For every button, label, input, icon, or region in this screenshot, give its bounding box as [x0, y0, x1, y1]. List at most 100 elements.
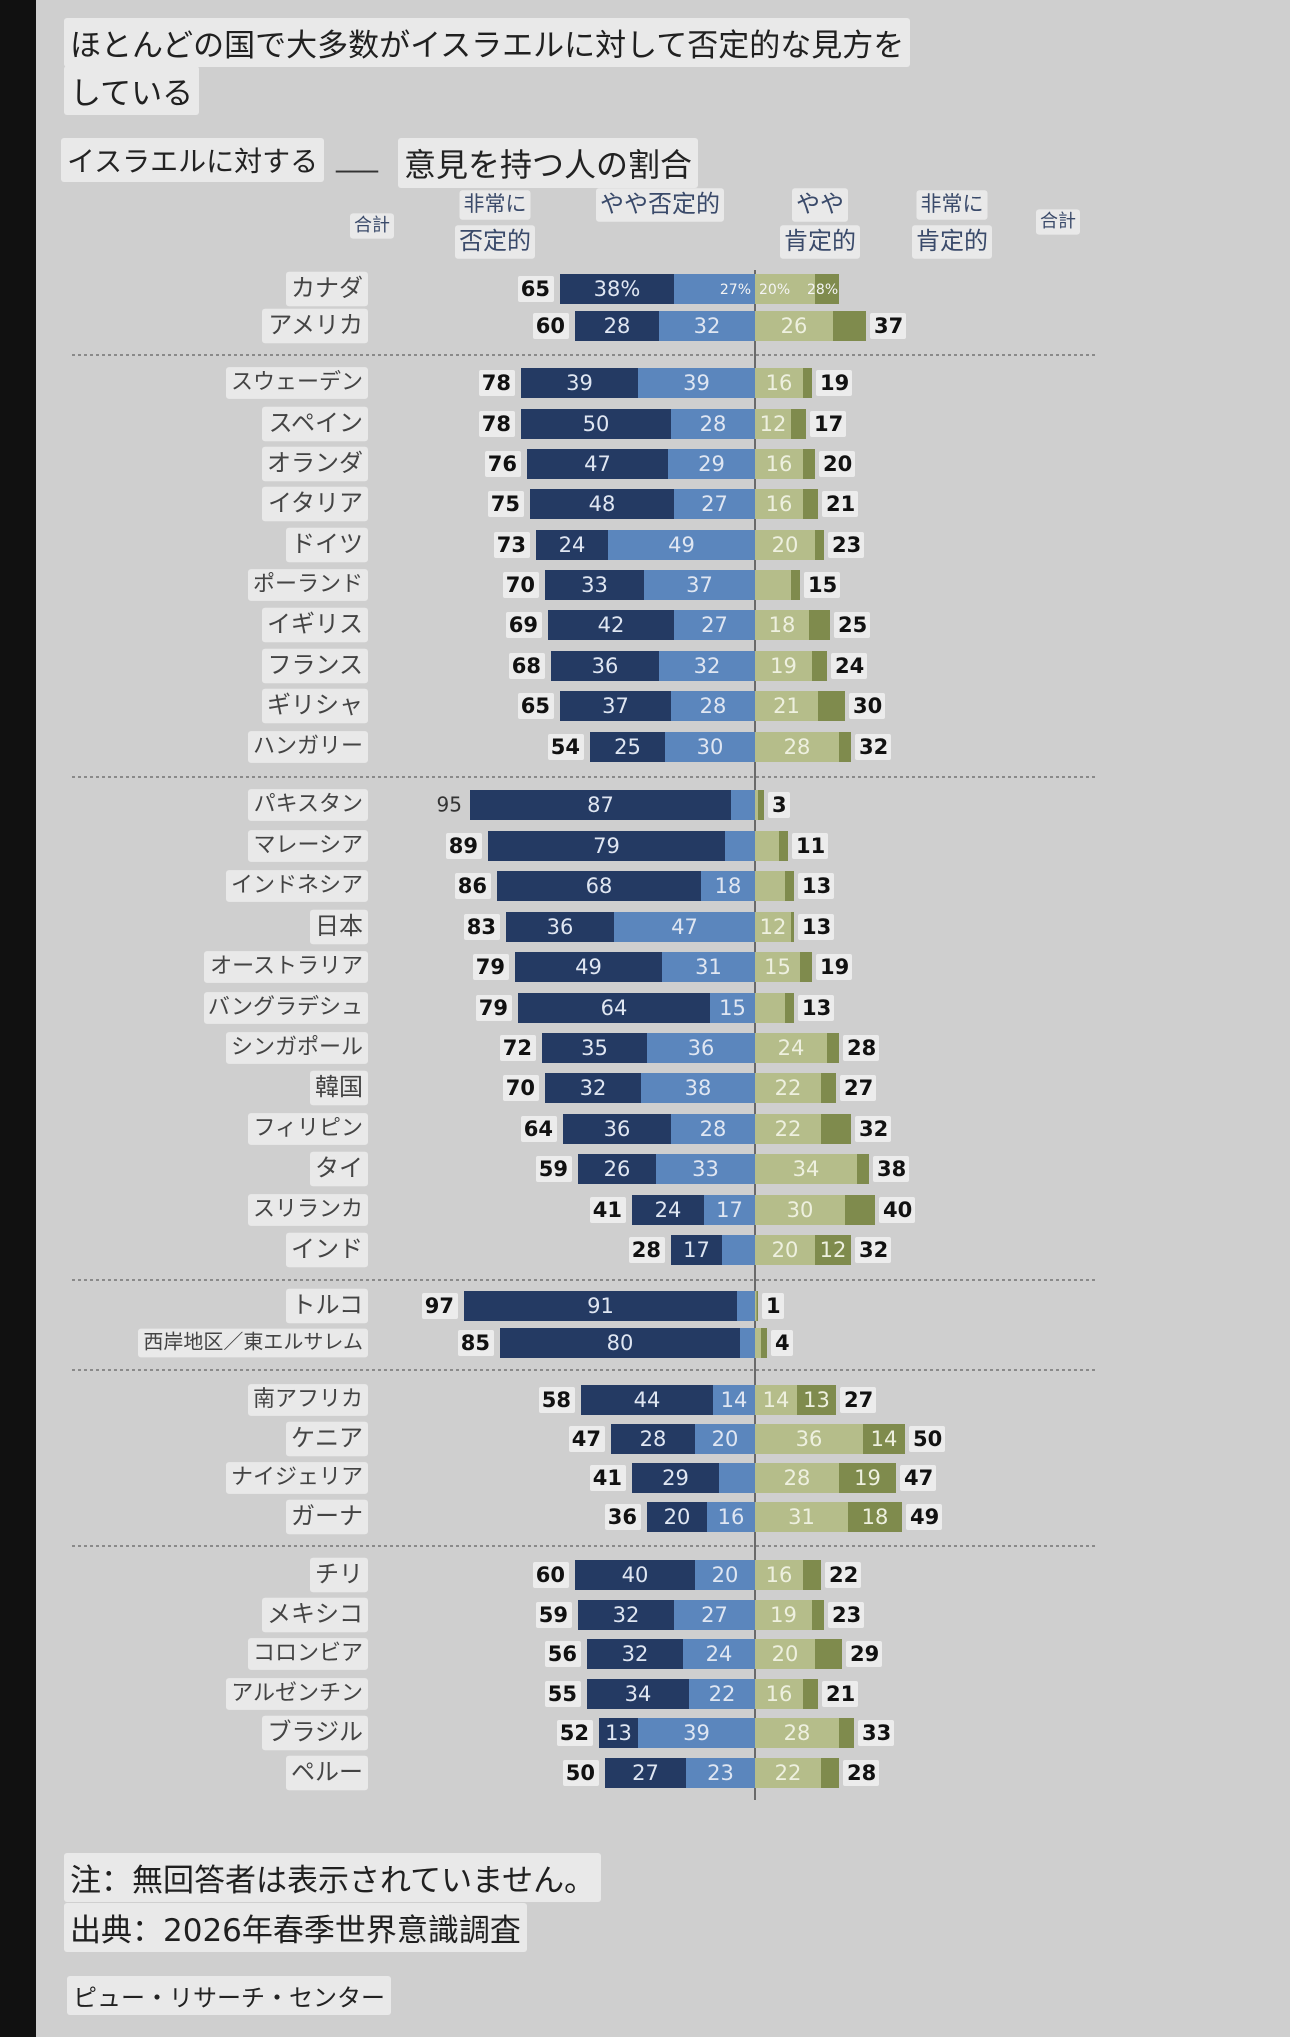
row-1-1-label-some-neg: 28: [700, 412, 727, 436]
row-1-2-country-bg: [262, 446, 368, 482]
row-1-8-label-some-pos: 21: [773, 694, 800, 718]
row-0-0-bar-very-pos: [815, 274, 839, 304]
row-5-2-country-bg: [248, 1638, 368, 1670]
row-1-3-country-bg: [262, 486, 368, 522]
row-5-2-total-neg-bg: [545, 1641, 581, 1667]
row-1-8-label-some-neg: 28: [700, 694, 727, 718]
row-0-0-label-some-pos: 20%: [759, 282, 790, 298]
row-2-3-total-neg-bg: [464, 914, 500, 940]
row-2-4-label-very-neg: 49: [575, 955, 602, 979]
row-1-5-total-neg-bg: [503, 572, 539, 598]
row-2-7-label-very-neg: 32: [580, 1076, 607, 1100]
row-5-5-country-label: ペルー: [291, 1758, 363, 1786]
row-4-3-label-very-pos: 18: [862, 1505, 889, 1529]
row-2-7-country-label: 韓国: [315, 1073, 363, 1101]
row-3-0-country-label: トルコ: [291, 1291, 363, 1319]
row-1-0-label-very-neg: 39: [566, 371, 593, 395]
row-5-0-label-some-pos: 16: [766, 1563, 793, 1587]
row-2-9-country-label: タイ: [315, 1154, 363, 1182]
header-bg-some_pos_1: [792, 188, 848, 222]
row-1-5-total-pos-bg: [804, 572, 840, 598]
row-5-1-bar-some-pos: [755, 1600, 812, 1630]
row-2-1-bar-some-pos: [755, 831, 779, 861]
row-5-5-bar-very-neg: [605, 1758, 686, 1788]
row-2-2-bar-very-pos: [785, 871, 794, 901]
row-5-2-bar-very-pos: [815, 1639, 842, 1669]
row-2-11-label-very-pos: 12: [820, 1238, 847, 1262]
row-2-10-total-neg: 41: [593, 1198, 622, 1222]
row-1-2-bar-some-neg: [668, 449, 755, 479]
header-bg-very_neg_2: [455, 225, 535, 259]
row-1-7-total-pos-bg: [831, 653, 867, 679]
row-2-8-bar-very-pos: [821, 1114, 851, 1144]
row-3-0-total-pos: 1: [766, 1294, 781, 1318]
row-5-5-bar-very-pos: [821, 1758, 839, 1788]
row-2-10-country-label: スリランカ: [253, 1197, 363, 1222]
row-2-10-label-some-neg: 17: [716, 1198, 743, 1222]
row-2-3-bar-very-pos: [791, 912, 794, 942]
row-2-0-total-pos-bg: [768, 792, 790, 818]
row-3-1-total-pos: 4: [775, 1331, 790, 1355]
header-very_neg_1: 非常に: [464, 192, 527, 216]
row-4-3-total-pos: 49: [910, 1505, 939, 1529]
row-5-1-country-bg: [262, 1597, 368, 1633]
row-2-4-bar-some-neg: [662, 952, 755, 982]
row-2-5-bar-very-pos: [785, 993, 794, 1023]
row-1-9-country-bg: [248, 731, 368, 763]
row-0-1-country-label: アメリカ: [268, 311, 363, 339]
row-5-3-bar-some-neg: [689, 1679, 755, 1709]
row-1-1-total-neg-bg: [479, 411, 515, 437]
row-4-1-total-pos-bg: [909, 1426, 945, 1452]
row-1-3-bar-some-neg: [674, 489, 755, 519]
row-5-2-country-label: コロンビア: [253, 1641, 363, 1666]
row-5-0-country-label: チリ: [315, 1560, 363, 1588]
row-5-3-total-neg: 55: [548, 1682, 577, 1706]
row-5-0-bar-some-neg: [695, 1560, 755, 1590]
row-1-9-label-some-pos: 28: [784, 735, 811, 759]
row-2-9-country-bg: [310, 1151, 368, 1187]
row-2-1-bar-some-neg: [725, 831, 755, 861]
row-2-5-bar-very-neg: [518, 993, 710, 1023]
row-4-3-total-pos-bg: [906, 1504, 942, 1530]
row-5-5-bar-some-neg: [686, 1758, 755, 1788]
row-2-2-country-bg: [226, 870, 368, 902]
row-2-11-total-neg: 28: [632, 1238, 661, 1262]
row-5-4-label-very-neg: 13: [605, 1721, 632, 1745]
row-1-4-bar-very-pos: [815, 530, 824, 560]
header-bg-some_neg: [596, 188, 724, 222]
row-1-7-total-neg: 68: [512, 654, 541, 678]
row-1-3-label-some-pos: 16: [766, 492, 793, 516]
row-2-2-total-neg: 86: [458, 874, 487, 898]
row-4-2-bar-some-pos: [755, 1463, 839, 1493]
row-1-5-bar-very-pos: [791, 570, 800, 600]
row-4-1-country-label: ケニア: [291, 1424, 363, 1452]
row-1-9-total-neg: 54: [551, 735, 580, 759]
row-5-2-bar-some-pos: [755, 1639, 815, 1669]
row-1-7-label-some-neg: 32: [694, 654, 721, 678]
row-2-4-label-some-neg: 31: [695, 955, 722, 979]
row-2-0-total-neg-inline: 95: [437, 793, 462, 817]
row-2-2-bar-very-neg: [497, 871, 701, 901]
row-2-1-label-very-neg: 79: [593, 834, 620, 858]
row-2-3-label-some-pos: 12: [760, 915, 787, 939]
row-5-3-bar-very-pos: [803, 1679, 818, 1709]
row-0-1-label-very-neg: 28: [604, 314, 631, 338]
row-2-8-label-some-pos: 22: [775, 1117, 802, 1141]
row-4-0-country-label: 南アフリカ: [253, 1387, 363, 1412]
row-0-1-bar-some-pos: [755, 311, 833, 341]
row-1-5-label-some-neg: 37: [686, 573, 713, 597]
row-1-0-total-pos-bg: [816, 370, 852, 396]
row-3-1-bar-some-pos: [755, 1328, 761, 1358]
row-1-7-total-neg-bg: [509, 653, 545, 679]
row-4-2-total-pos-bg: [900, 1465, 936, 1491]
row-1-8-total-neg-bg: [518, 693, 554, 719]
row-1-9-total-pos: 32: [859, 735, 888, 759]
row-2-10-bar-some-pos: [755, 1195, 845, 1225]
chart-subtitle-left: イスラエルに対する: [61, 138, 325, 182]
row-1-6-country-bg: [262, 607, 368, 643]
row-1-7-country-bg: [262, 648, 368, 684]
row-1-9-country-label: ハンガリー: [253, 734, 363, 759]
row-4-3-country-label: ガーナ: [291, 1502, 363, 1530]
row-0-1-total-neg-bg: [533, 313, 569, 339]
row-2-9-bar-some-pos: [755, 1154, 857, 1184]
